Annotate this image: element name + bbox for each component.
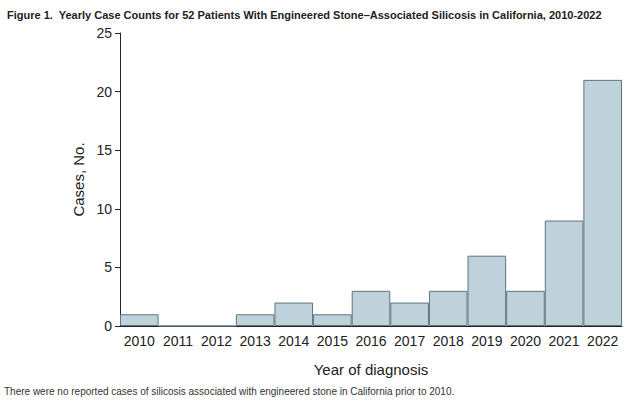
svg-text:15: 15 <box>96 142 112 158</box>
svg-text:2020: 2020 <box>510 333 541 349</box>
svg-text:0: 0 <box>104 318 112 334</box>
svg-text:2017: 2017 <box>394 333 425 349</box>
svg-text:10: 10 <box>96 201 112 217</box>
svg-text:2013: 2013 <box>240 333 271 349</box>
svg-text:2014: 2014 <box>278 333 309 349</box>
svg-text:25: 25 <box>96 25 112 41</box>
svg-text:Year of diagnosis: Year of diagnosis <box>314 361 429 378</box>
svg-text:2019: 2019 <box>471 333 502 349</box>
svg-text:2018: 2018 <box>433 333 464 349</box>
svg-text:20: 20 <box>96 84 112 100</box>
svg-text:2012: 2012 <box>201 333 232 349</box>
svg-text:Cases, No.: Cases, No. <box>70 142 87 216</box>
svg-text:2022: 2022 <box>587 333 618 349</box>
svg-text:Figure 1. Yearly Case Counts: Figure 1. Yearly Case Counts for 52 Pati… <box>7 9 602 21</box>
svg-text:2010: 2010 <box>124 333 155 349</box>
svg-text:There were no reported cases o: There were no reported cases of silicosi… <box>4 386 454 397</box>
svg-text:2011: 2011 <box>163 333 193 349</box>
svg-text:5: 5 <box>104 259 112 275</box>
svg-text:2021: 2021 <box>548 333 579 349</box>
svg-text:2016: 2016 <box>355 333 386 349</box>
svg-text:2015: 2015 <box>317 333 348 349</box>
